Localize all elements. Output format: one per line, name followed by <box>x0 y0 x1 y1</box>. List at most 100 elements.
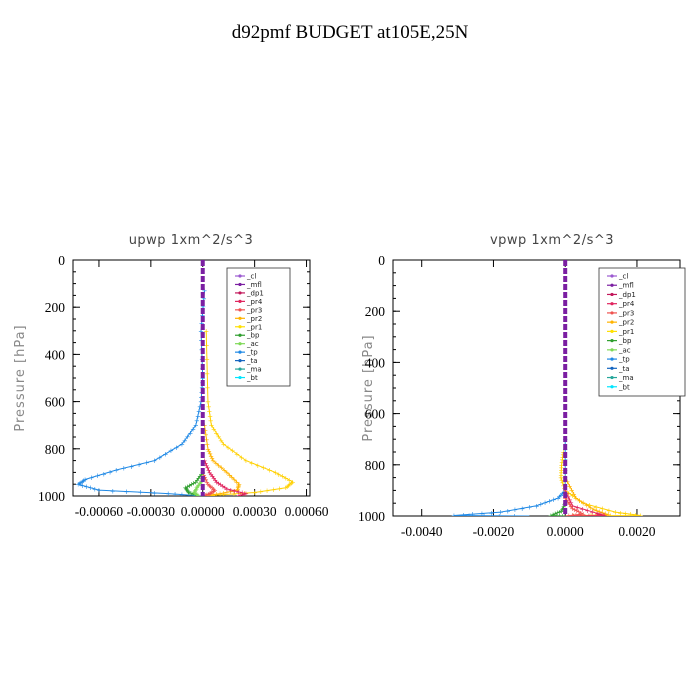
series-marker: + <box>479 510 485 518</box>
series-marker: + <box>460 511 466 519</box>
series-marker: + <box>206 482 212 490</box>
legend-marker <box>238 359 242 363</box>
y-tick-label: 0 <box>378 253 385 268</box>
series-marker: + <box>200 303 206 311</box>
series-marker: + <box>225 444 231 452</box>
series-marker: + <box>213 429 219 437</box>
x-tick-label: 0.0020 <box>618 524 655 539</box>
y-tick-label: 1000 <box>358 509 385 524</box>
series-marker: + <box>204 436 210 444</box>
series-marker: + <box>623 510 629 518</box>
series-marker: + <box>204 370 210 378</box>
series-marker: + <box>184 486 190 494</box>
series-marker: + <box>88 484 94 492</box>
series-marker: + <box>236 492 242 500</box>
legend-marker <box>238 316 242 320</box>
series-marker: + <box>185 487 191 495</box>
series-marker: + <box>195 492 201 500</box>
series-marker: + <box>558 469 564 477</box>
series-marker: + <box>554 509 560 517</box>
series-marker: + <box>138 489 144 497</box>
x-tick-label: -0.00060 <box>75 504 124 519</box>
series-marker: + <box>196 475 202 483</box>
series-marker: + <box>557 508 563 516</box>
series-marker: + <box>151 457 157 465</box>
series-marker: + <box>577 497 583 505</box>
series-marker: + <box>101 470 107 478</box>
series-marker: + <box>208 452 214 460</box>
legend-marker <box>610 320 614 324</box>
series-marker: + <box>618 509 624 517</box>
legend-marker <box>610 274 614 278</box>
series-marker: + <box>470 511 476 519</box>
series-marker: + <box>551 512 557 520</box>
series-marker: + <box>194 491 200 499</box>
y-tick-label: 200 <box>45 300 66 315</box>
series-marker: + <box>220 483 226 491</box>
y-axis-title: Pressure [hPa] <box>361 334 376 441</box>
series-marker: + <box>569 486 575 494</box>
series-marker: + <box>628 511 634 519</box>
legend-label: _tp <box>246 349 258 357</box>
legend-marker <box>610 302 614 306</box>
series-marker: + <box>221 467 227 475</box>
series-marker: + <box>288 480 294 488</box>
legend-label: _pr2 <box>618 319 634 327</box>
series-marker: + <box>279 473 285 481</box>
series-marker: + <box>511 512 517 520</box>
series-marker: + <box>189 481 195 489</box>
series-marker: + <box>195 483 201 491</box>
series-marker: + <box>198 398 204 406</box>
series-marker: + <box>565 499 571 507</box>
series-marker: + <box>567 496 573 504</box>
series-marker: + <box>560 454 566 462</box>
series-marker: + <box>185 488 191 496</box>
series-marker: + <box>211 487 217 495</box>
series-marker: + <box>559 512 565 520</box>
series-marker: + <box>255 462 261 470</box>
series-marker: + <box>194 484 200 492</box>
series-marker: + <box>560 451 566 459</box>
series-marker: + <box>211 485 217 493</box>
series-marker: + <box>204 491 210 499</box>
series-marker: + <box>286 476 292 484</box>
series-marker: + <box>558 466 564 474</box>
series-marker: + <box>554 512 560 520</box>
legend-marker <box>238 367 242 371</box>
series-line-bp <box>184 472 204 496</box>
legend-label: _ma <box>618 374 634 382</box>
series-marker: + <box>193 422 199 430</box>
series-marker: + <box>75 481 81 489</box>
series-marker: + <box>234 487 240 495</box>
legend-label: _pr1 <box>246 323 262 331</box>
y-tick-label: 200 <box>365 304 386 319</box>
series-line-pr4 <box>564 490 605 516</box>
series-marker: + <box>203 492 209 500</box>
series-marker: + <box>79 478 85 486</box>
y-tick-label: 600 <box>45 395 66 410</box>
series-marker: + <box>597 508 603 516</box>
series-marker: + <box>227 488 233 496</box>
legend-label: _bp <box>618 337 632 345</box>
y-tick-label: 0 <box>58 253 65 268</box>
legend-label: _ma <box>246 366 262 374</box>
series-marker: + <box>557 493 563 501</box>
series-marker: + <box>512 506 518 514</box>
series-marker: + <box>557 512 563 520</box>
x-tick-label: 0.00030 <box>233 504 277 519</box>
subplot-title: upwp 1xm^2/s^3 <box>129 233 254 248</box>
series-marker: + <box>151 489 157 497</box>
series-marker: + <box>577 497 583 505</box>
series-marker: + <box>235 485 241 493</box>
series-marker: + <box>270 486 276 494</box>
series-marker: + <box>197 473 203 481</box>
series-marker: + <box>217 490 223 498</box>
series-marker: + <box>239 454 245 462</box>
series-marker: + <box>218 437 224 445</box>
series-marker: + <box>623 512 629 520</box>
series-marker: + <box>234 450 240 458</box>
series-marker: + <box>191 489 197 497</box>
series-marker: + <box>466 512 472 520</box>
x-tick-label: 0.00060 <box>285 504 329 519</box>
series-marker: + <box>212 476 218 484</box>
